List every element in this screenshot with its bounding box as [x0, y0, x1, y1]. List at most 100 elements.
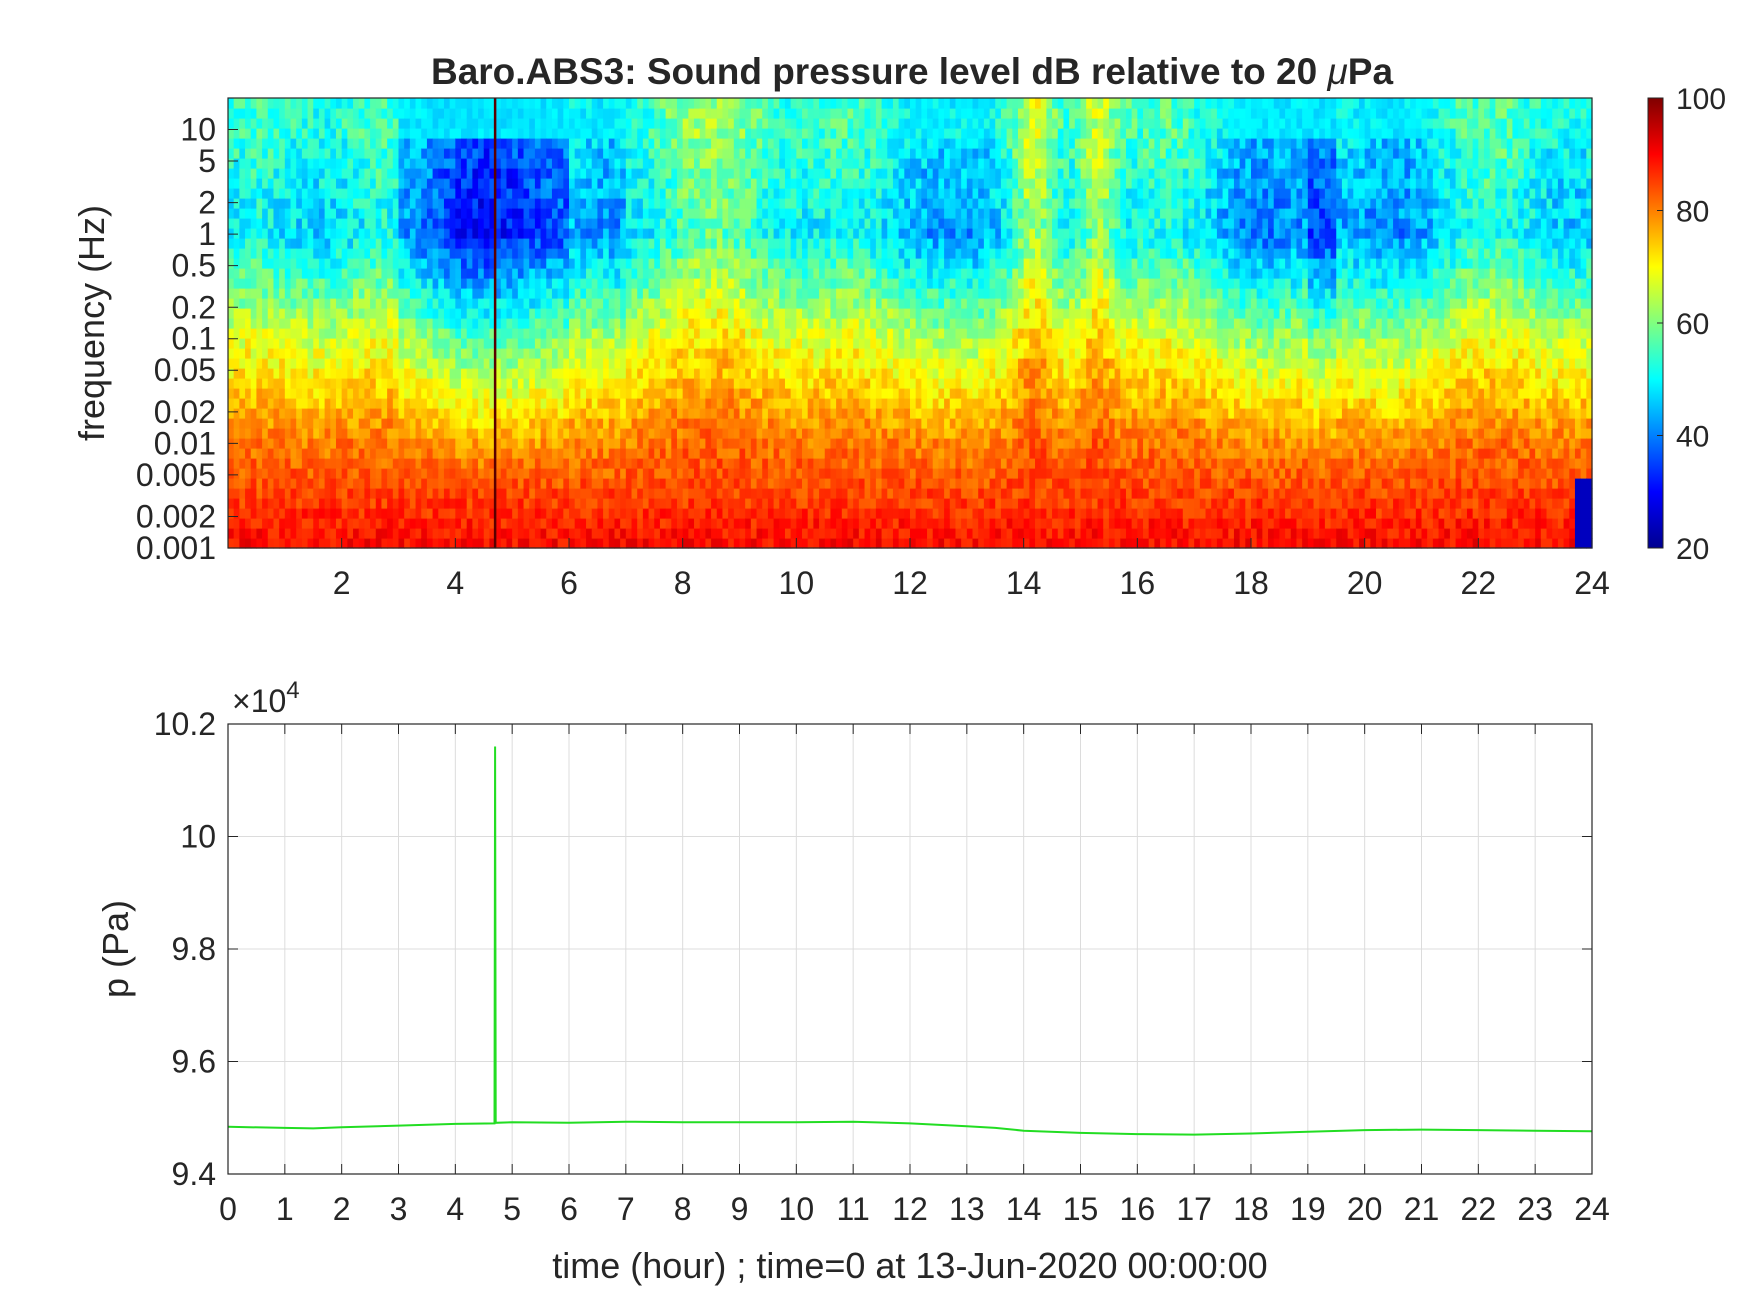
spectrogram-cell: [654, 178, 661, 189]
spectrogram-cell: [819, 308, 826, 319]
spectrogram-cell: [318, 198, 326, 209]
spectrogram-cell: [347, 138, 354, 149]
spectrogram-cell: [716, 418, 724, 429]
spectrogram-cell: [625, 198, 633, 209]
spectrogram-cell: [603, 158, 610, 169]
spectrogram-cell: [432, 428, 439, 439]
spectrogram-cell: [375, 248, 383, 259]
spectrogram-cell: [546, 188, 553, 199]
spectrogram-cell: [233, 348, 240, 359]
spectrogram-cell: [847, 328, 854, 339]
spectrogram-cell: [245, 398, 252, 409]
spectrogram-cell: [415, 278, 422, 289]
spectrogram-cell: [694, 288, 701, 299]
spectrogram-cell: [574, 158, 581, 169]
spectrogram-cell: [466, 388, 473, 399]
spectrogram-cell: [688, 498, 695, 509]
spectrogram-cell: [301, 158, 309, 169]
spectrogram-cell: [256, 188, 263, 199]
spectrogram-cell: [301, 208, 309, 219]
spectrogram-cell: [370, 258, 377, 269]
spectrogram-cell: [301, 328, 309, 339]
spectrogram-cell: [767, 528, 775, 539]
spectrogram-cell: [676, 138, 684, 149]
spectrogram-cell: [557, 358, 564, 369]
spectrogram-cell: [688, 318, 695, 329]
spectrogram-cell: [347, 398, 354, 409]
spectrogram-cell: [591, 108, 599, 119]
spectrogram-cell: [836, 498, 843, 509]
spectrogram-cell: [296, 438, 303, 449]
spectrogram-cell: [654, 458, 661, 469]
spectrogram-cell: [847, 228, 854, 239]
spectrogram-cell: [784, 528, 792, 539]
spectrogram-cell: [256, 398, 263, 409]
spectrogram-cell: [335, 468, 343, 479]
spectrogram-cell: [307, 358, 314, 369]
spectrogram-cell: [745, 338, 752, 349]
spectrogram-cell: [426, 228, 434, 239]
spectrogram-cell: [273, 228, 280, 239]
spectrogram-cell: [262, 188, 269, 199]
spectrogram-cell: [461, 458, 468, 469]
spectrogram-cell: [461, 208, 468, 219]
spectrogram-cell: [409, 258, 417, 269]
spectrogram-cell: [722, 268, 729, 279]
spectrogram-cell: [415, 208, 422, 219]
spectrogram-cell: [466, 408, 473, 419]
spectrogram-cell: [290, 378, 297, 389]
spectrogram-cell: [813, 248, 820, 259]
spectrogram-cell: [807, 178, 814, 189]
spectrogram-cell: [711, 448, 718, 459]
spectrogram-cell: [790, 198, 797, 209]
spectrogram-cell: [426, 338, 434, 349]
spectrogram-cell: [779, 298, 786, 309]
spectrogram-cell: [341, 128, 348, 139]
spectrogram-cell: [512, 388, 519, 399]
spectrogram-cell: [466, 98, 473, 109]
spectrogram-cell: [733, 478, 741, 489]
spectrogram-cell: [438, 398, 445, 409]
title-mu: μ: [1326, 51, 1347, 92]
spectrogram-cell: [256, 258, 263, 269]
spectrogram-cell: [245, 308, 252, 319]
spectrogram-cell: [233, 318, 240, 329]
spectrogram-cell: [642, 418, 650, 429]
spectrogram-cell: [648, 278, 655, 289]
spectrogram-cell: [324, 488, 331, 499]
spectrogram-cell: [711, 438, 718, 449]
spectrogram-cell: [591, 408, 599, 419]
spectrogram-cell: [557, 108, 564, 119]
spectrogram-cell: [614, 388, 621, 399]
spectrogram-cell: [233, 358, 240, 369]
spectrogram-cell: [284, 278, 292, 289]
spectrogram-cell: [449, 138, 456, 149]
spectrogram-cell: [767, 258, 775, 269]
spectrogram-cell: [341, 138, 348, 149]
spectrogram-cell: [500, 258, 508, 269]
spectrogram-cell: [625, 498, 633, 509]
spectrogram-cell: [461, 248, 468, 259]
spectrogram-cell: [245, 238, 252, 249]
spectrogram-cell: [637, 98, 644, 109]
spectrogram-cell: [569, 358, 576, 369]
spectrogram-cell: [750, 138, 758, 149]
spectrogram-cell: [722, 238, 729, 249]
spectrogram-cell: [301, 248, 309, 259]
spectrogram-cell: [688, 518, 695, 529]
spectrogram-cell: [830, 338, 837, 349]
spectrogram-cell: [426, 138, 434, 149]
spectrogram-cell: [313, 418, 320, 429]
spectrogram-cell: [631, 278, 638, 289]
spectrogram-cell: [586, 518, 593, 529]
spectrogram-cell: [318, 538, 326, 549]
spectrogram-cell: [426, 478, 434, 489]
spectrogram-cell: [620, 228, 627, 239]
spectrogram-cell: [296, 288, 303, 299]
spectrogram-cell: [659, 448, 667, 459]
spectrogram-cell: [404, 528, 411, 539]
spectrogram-cell: [705, 468, 712, 479]
spectrogram-cell: [699, 288, 706, 299]
spectrogram-cell: [807, 208, 814, 219]
spectrogram-cell: [512, 308, 519, 319]
